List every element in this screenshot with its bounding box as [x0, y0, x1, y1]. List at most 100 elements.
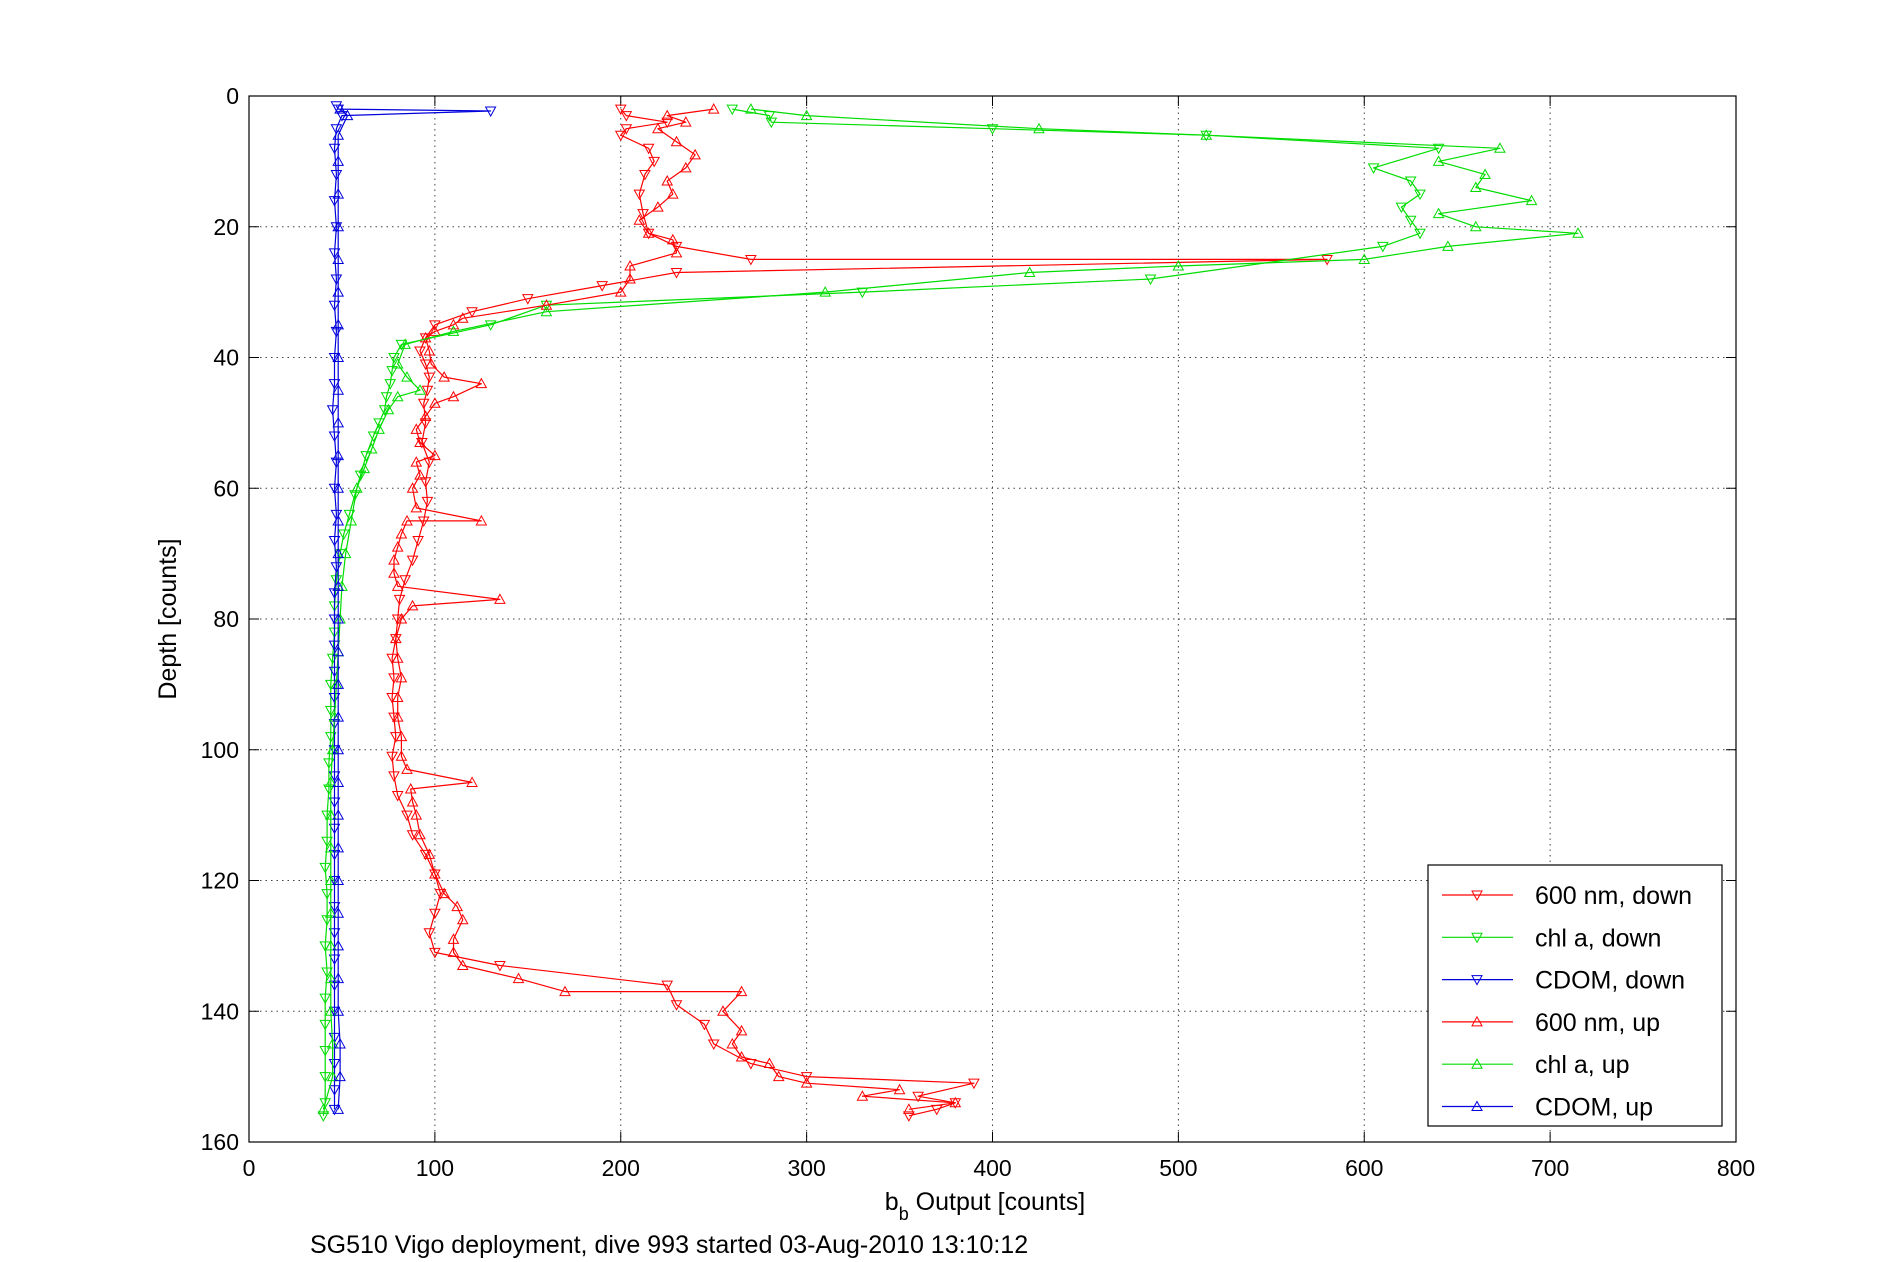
data-point	[328, 928, 341, 939]
data-point	[661, 174, 674, 186]
data-point	[434, 889, 447, 900]
legend-marker	[1471, 1058, 1483, 1069]
data-point	[330, 562, 343, 573]
data-point	[1414, 189, 1426, 201]
data-point	[358, 462, 371, 474]
data-point	[410, 809, 423, 820]
data-point	[512, 972, 525, 984]
data-point	[388, 712, 400, 724]
data-point	[1432, 207, 1445, 219]
data-point	[438, 887, 451, 899]
data-point	[332, 416, 345, 428]
data-point	[332, 972, 345, 984]
data-point	[1572, 227, 1584, 238]
data-point	[328, 1104, 341, 1116]
y-tick-label: 120	[201, 868, 239, 894]
data-point	[395, 527, 408, 539]
legend: 600 nm, down chl a, down CDOM, down 600 nm,…	[1427, 864, 1723, 1127]
series-line	[322, 108, 1579, 1110]
data-point	[339, 547, 352, 559]
data-point	[1144, 274, 1157, 286]
data-point	[642, 227, 655, 238]
data-point	[332, 155, 345, 166]
data-point	[410, 501, 423, 513]
legend-entry: 600 nm, up	[1442, 1009, 1660, 1037]
legend-marker	[1471, 1015, 1483, 1027]
x-axis-ticks: 0 100 200 300 400 500 600 700 800	[243, 96, 1755, 1181]
data-point	[319, 1045, 332, 1057]
data-point	[328, 797, 341, 809]
data-point	[395, 730, 408, 742]
data-point	[1200, 129, 1213, 140]
data-point	[819, 286, 832, 297]
data-point	[332, 449, 345, 461]
data-point	[328, 823, 341, 835]
data-point	[421, 385, 434, 397]
y-tick-label: 100	[201, 737, 239, 763]
data-point	[332, 1005, 345, 1016]
data-point	[332, 841, 345, 853]
legend-entry: 600 nm, down	[1442, 882, 1692, 910]
data-point	[456, 913, 469, 925]
data-point	[332, 253, 345, 264]
data-point	[1479, 168, 1491, 179]
data-point	[652, 201, 664, 212]
data-point	[1023, 266, 1036, 278]
data-point	[388, 353, 400, 364]
data-point	[521, 294, 534, 305]
data-point	[637, 209, 649, 220]
data-point	[416, 437, 428, 449]
data-point	[614, 104, 627, 116]
data-point	[419, 331, 432, 343]
data-point	[1395, 202, 1408, 214]
data-point	[406, 796, 419, 807]
data-point	[330, 509, 343, 521]
data-point	[429, 449, 441, 461]
data-point	[328, 536, 341, 547]
data-point	[401, 810, 413, 822]
data-point	[399, 575, 411, 586]
y-tick-label: 40	[213, 345, 239, 371]
x-tick-label: 700	[1531, 1155, 1569, 1181]
data-point	[707, 103, 720, 114]
y-tick-label: 140	[201, 998, 239, 1024]
data-point	[328, 640, 341, 652]
data-point	[330, 124, 343, 135]
data-point	[386, 366, 398, 377]
data-point	[1033, 122, 1045, 134]
data-point	[800, 1072, 813, 1083]
data-point	[438, 371, 451, 382]
data-point	[735, 1024, 748, 1036]
data-point	[447, 390, 460, 402]
data-point	[332, 907, 345, 918]
data-point	[670, 268, 683, 279]
data-point	[332, 220, 345, 232]
data-point	[726, 104, 739, 116]
y-axis-ticks: 0 20 40 60 80 100 120 140 160	[201, 83, 1736, 1155]
data-point	[614, 130, 627, 142]
x-tick-label: 200	[602, 1155, 640, 1181]
data-point	[406, 482, 419, 493]
data-point	[328, 876, 341, 887]
legend-label: 600 nm, down	[1535, 882, 1692, 910]
data-point	[328, 353, 341, 364]
data-point	[391, 541, 404, 552]
data-point	[429, 325, 441, 336]
x-tick-label: 300	[787, 1155, 825, 1181]
data-point	[317, 1111, 330, 1122]
data-point	[395, 612, 408, 624]
y-tick-label: 20	[213, 214, 239, 240]
data-point	[319, 1019, 332, 1031]
series-line	[322, 108, 1440, 1116]
data-point	[332, 286, 345, 297]
data-point	[661, 117, 674, 129]
data-point	[326, 405, 339, 416]
data-point	[332, 776, 345, 787]
data-point	[332, 1103, 345, 1114]
data-point	[399, 338, 411, 349]
data-point	[1432, 155, 1445, 166]
data-point	[639, 169, 651, 181]
data-point	[1432, 143, 1445, 155]
data-point	[666, 188, 679, 199]
